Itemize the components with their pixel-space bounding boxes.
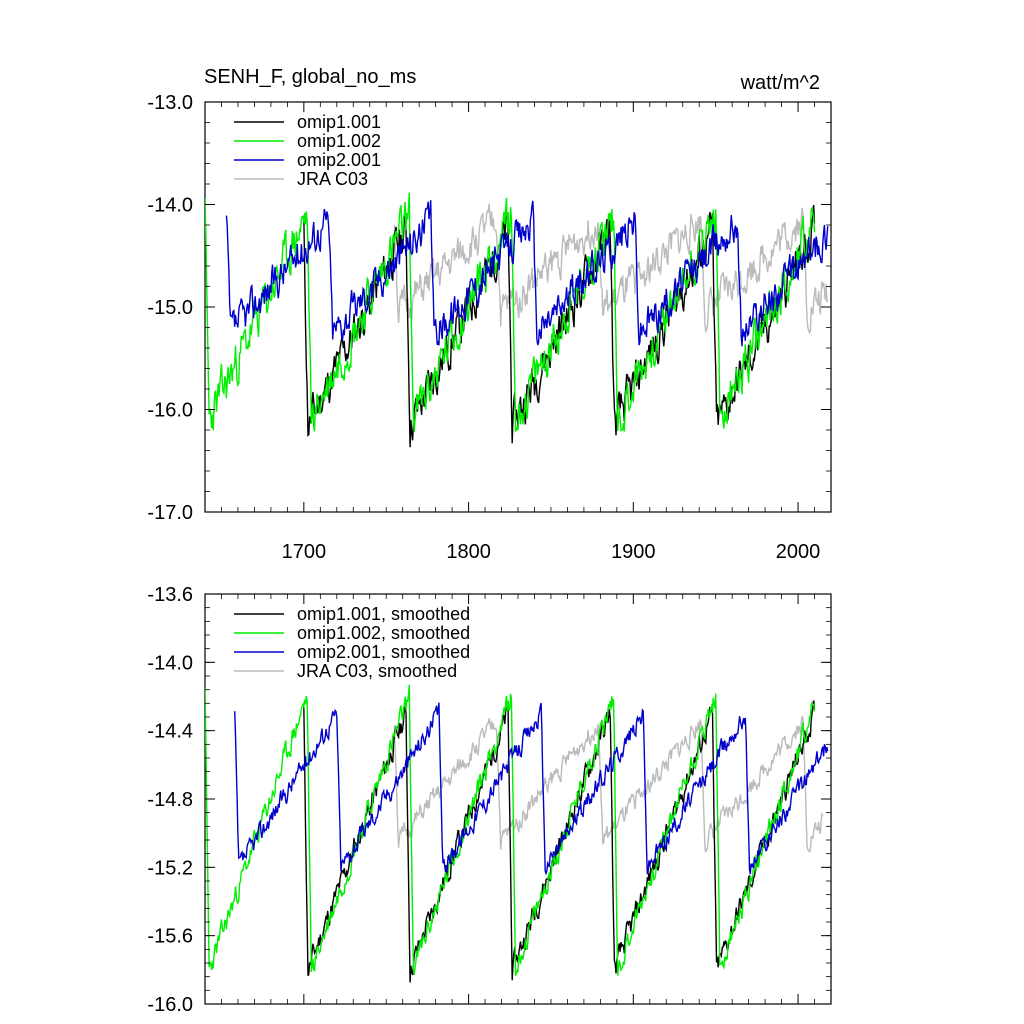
- y-tick-label: -15.6: [147, 926, 193, 948]
- y-tick-label: -16.0: [147, 400, 193, 422]
- series-line-omip2-001-smoothed: [234, 702, 829, 876]
- y-tick-label: -14.0: [147, 652, 193, 674]
- y-tick-label: -14.4: [147, 721, 193, 743]
- y-tick-label: -15.2: [147, 857, 193, 879]
- top-title: SENH_F, global_no_ms: [204, 66, 416, 88]
- x-tick-label: 2000: [776, 541, 821, 563]
- legend-label: omip2.001: [297, 150, 381, 170]
- series-line-jra-c03: [393, 203, 829, 335]
- legend-label: omip1.002: [297, 131, 381, 151]
- series-line-omip1-002-smoothed: [205, 684, 816, 976]
- legend-label: JRA C03: [297, 169, 368, 189]
- y-tick-label: -14.0: [147, 195, 193, 217]
- y-tick-label: -13.6: [147, 584, 193, 606]
- legend-label: omip1.002, smoothed: [297, 623, 470, 643]
- x-tick-label: 1900: [611, 541, 656, 563]
- x-tick-label: 1700: [282, 541, 327, 563]
- legend-label: omip2.001, smoothed: [297, 642, 470, 662]
- bottom-series-group: [205, 684, 829, 983]
- y-tick-label: -16.0: [147, 994, 193, 1016]
- bottom-ticks: -13.6 -14.0 -14.4 -14.8 -15.2 -15.6 -16.0: [147, 584, 832, 1016]
- y-tick-label: -17.0: [147, 502, 193, 524]
- series-line-omip1-001-smoothed: [303, 700, 816, 983]
- y-tick-label: -15.0: [147, 297, 193, 319]
- x-tick-label: 1800: [446, 541, 491, 563]
- top-ticks: -13.0 -14.0 -15.0 -16.0 -17.0 1700 1800 1900 200…: [147, 92, 832, 563]
- bottom-panel: -13.6 -14.0 -14.4 -14.8 -15.2 -15.6 -16.0 omip…: [147, 584, 832, 1016]
- top-panel: SENH_F, global_no_ms watt/m^2 -13.0 -14.0…: [147, 66, 832, 563]
- legend-label: JRA C03, smoothed: [297, 661, 457, 681]
- series-line-omip2-001: [225, 200, 829, 347]
- legend-label: omip1.001: [297, 112, 381, 132]
- top-series-group: [205, 192, 829, 448]
- y-tick-label: -14.8: [147, 789, 193, 811]
- series-line-omip1-002: [205, 192, 816, 433]
- units-label: watt/m^2: [740, 72, 820, 94]
- y-tick-label: -13.0: [147, 92, 193, 114]
- legend-label: omip1.001, smoothed: [297, 604, 470, 624]
- series-line-jra-c03-smoothed: [393, 715, 824, 853]
